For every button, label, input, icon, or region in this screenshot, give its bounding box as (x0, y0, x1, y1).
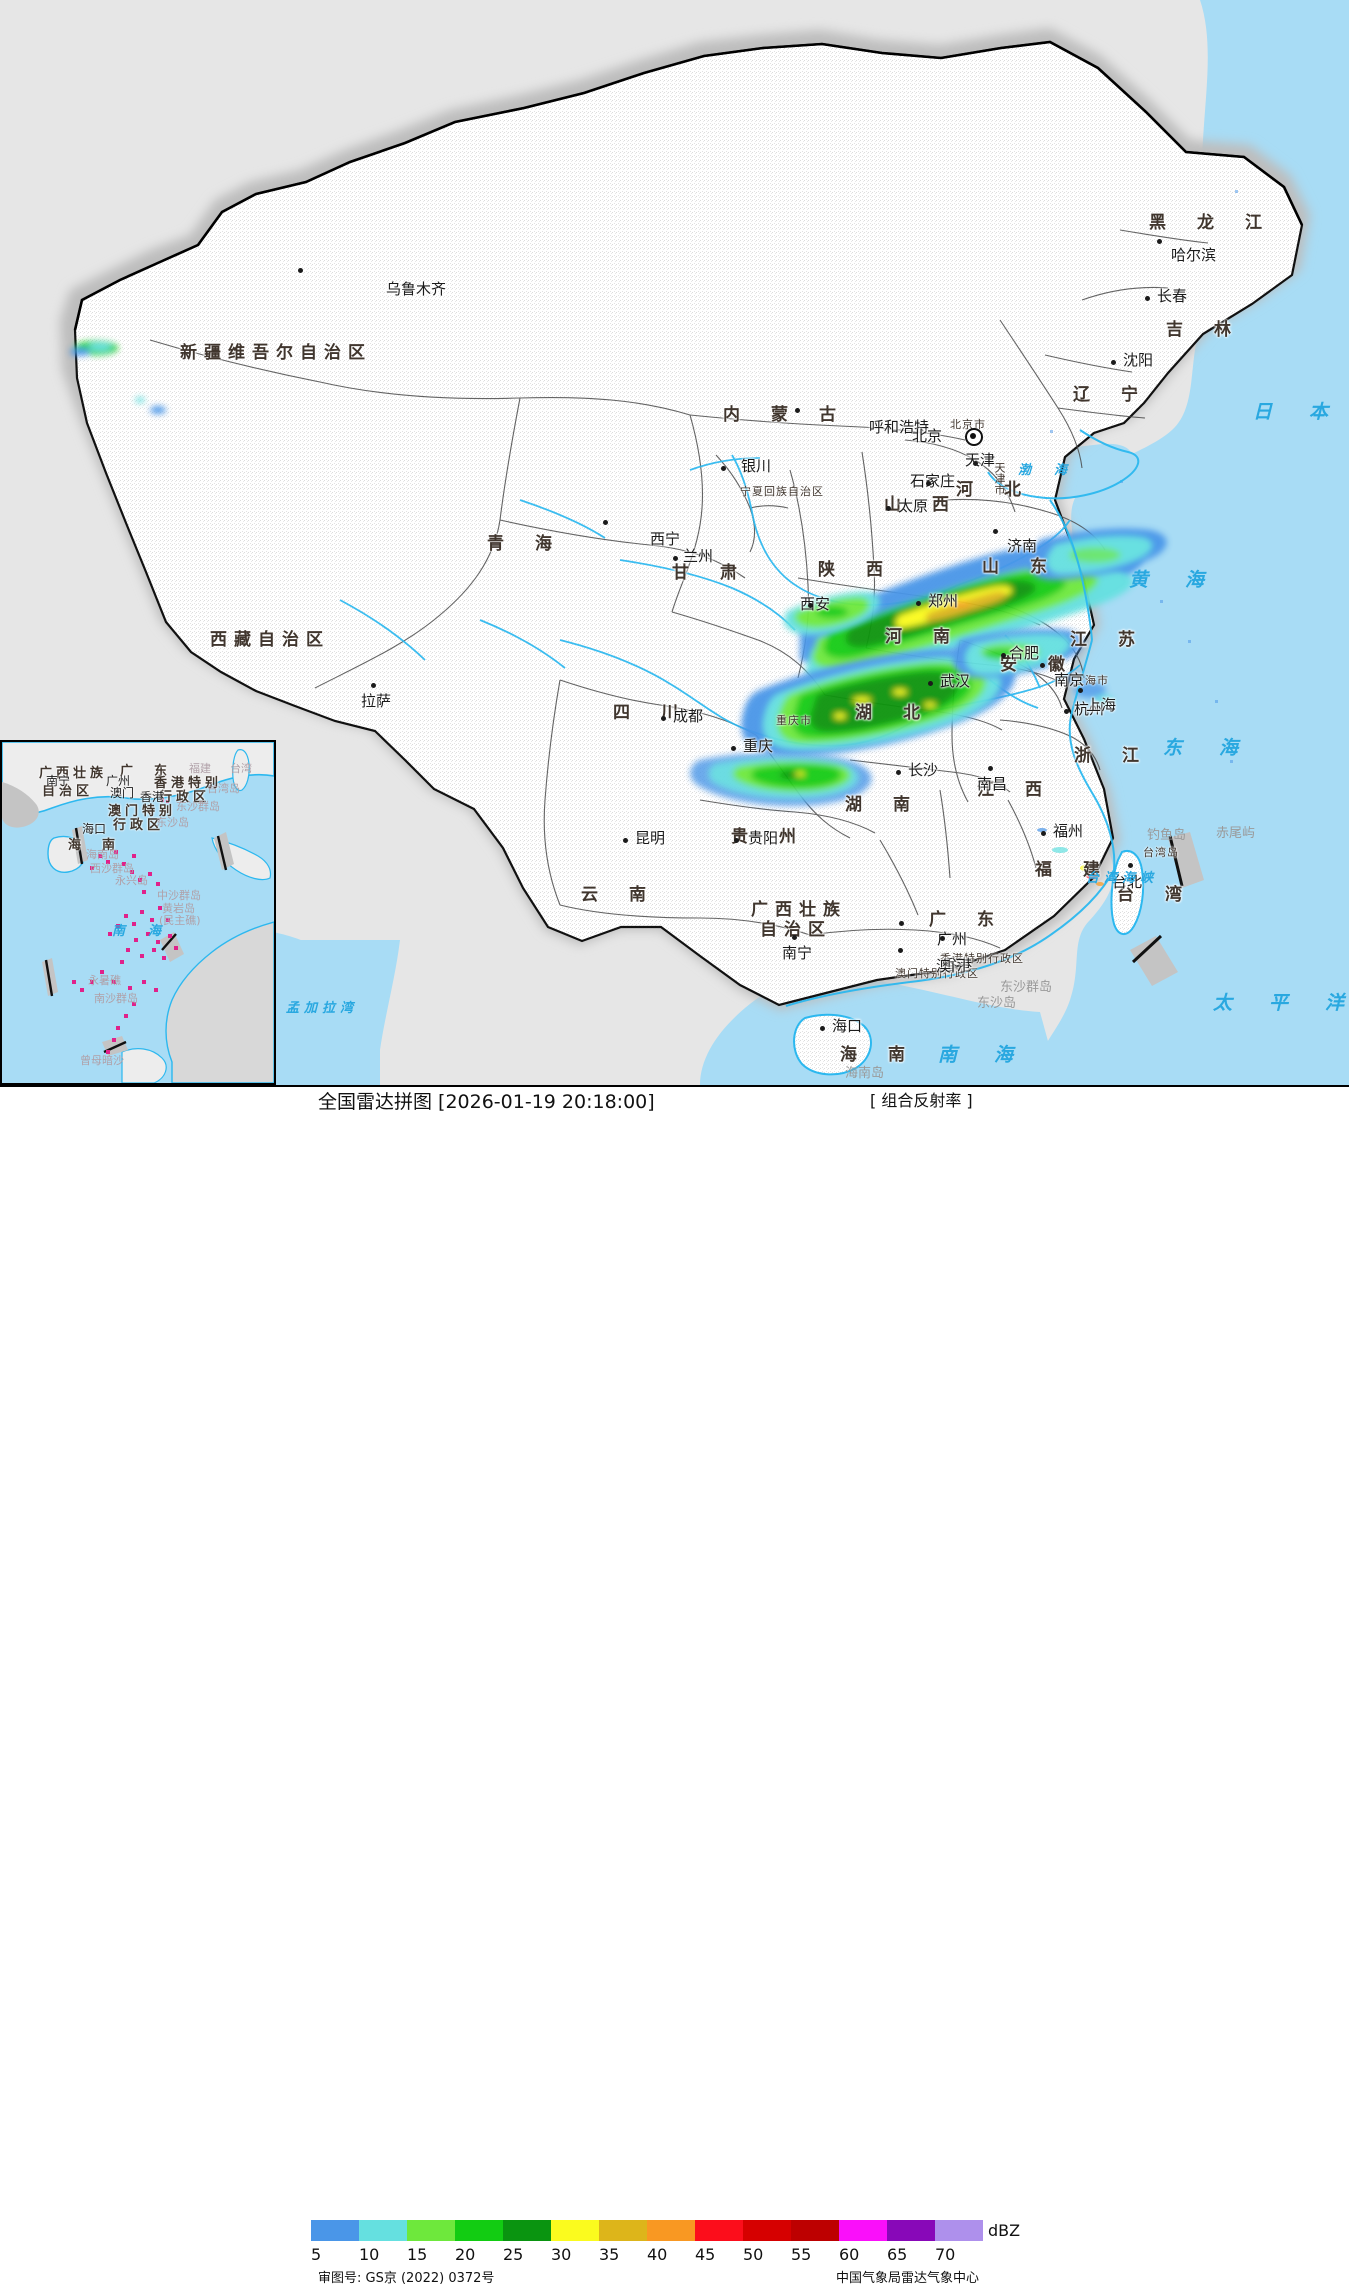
city-marker-21 (1001, 653, 1006, 658)
city-marker-31 (1157, 239, 1162, 244)
legend-tick-55: 55 (791, 2245, 812, 2264)
city-marker-8 (623, 838, 628, 843)
legend-swatch-15[interactable] (407, 2220, 455, 2241)
city-marker-9 (734, 838, 739, 843)
city-marker-26 (886, 506, 891, 511)
city-marker-27 (973, 461, 978, 466)
city-marker-4 (721, 466, 726, 471)
city-marker-32 (1128, 863, 1133, 868)
legend-tick-70: 70 (935, 2245, 956, 2264)
city-marker-19 (1064, 709, 1069, 714)
legend-tick-65: 65 (887, 2245, 908, 2264)
legend-tick-40: 40 (647, 2245, 668, 2264)
radar-title: 全国雷达拼图 [2026-01-19 20:18:00] (318, 1091, 655, 1113)
legend-tick-45: 45 (695, 2245, 716, 2264)
city-marker-0 (298, 268, 303, 273)
legend-tick-50: 50 (743, 2245, 764, 2264)
map-canvas[interactable]: 新疆维吾尔自治区 西藏自治区青 海四 川云 南广西壮族 自治区广 东湖 南湖 北河 … (0, 0, 1349, 1085)
city-marker-5 (795, 408, 800, 413)
city-marker-12 (940, 936, 945, 941)
city-marker-25 (926, 481, 931, 486)
legend-swatch-50[interactable] (743, 2220, 791, 2241)
legend-tick-5: 5 (311, 2245, 322, 2264)
city-marker-22 (916, 601, 921, 606)
legend-swatch-40[interactable] (647, 2220, 695, 2241)
city-marker-10 (792, 935, 797, 940)
legend-swatch-20[interactable] (455, 2220, 503, 2241)
legend-footer: 全国雷达拼图 [2026-01-19 20:18:00] [ 组合反射率 ] d… (0, 1085, 1349, 2286)
dbz-tick-labels: 5 10 15 20 25 30 35 40 45 50 55 60 65 70 (311, 2245, 1011, 2265)
city-marker-13 (898, 948, 903, 953)
legend-tick-10: 10 (359, 2245, 380, 2264)
city-marker-17 (988, 766, 993, 771)
city-marker-2 (603, 520, 608, 525)
city-marker-1 (371, 683, 376, 688)
capital-marker-28 (965, 428, 983, 446)
map-approval-number: 审图号: GS京 (2022) 0372号 (318, 2271, 495, 2286)
legend-swatch-60[interactable] (839, 2220, 887, 2241)
legend-swatch-55[interactable] (791, 2220, 839, 2241)
legend-swatch-65[interactable] (887, 2220, 935, 2241)
city-marker-33 (1078, 688, 1083, 693)
city-marker-14 (820, 1026, 825, 1031)
legend-tick-30: 30 (551, 2245, 572, 2264)
city-marker-3 (673, 556, 678, 561)
dbz-unit-label: dBZ (988, 2221, 1021, 2240)
city-marker-29 (1111, 360, 1116, 365)
south-china-sea-inset-map[interactable]: 广西壮族 自治区广 东福建 台湾 南宁 广州 香港特别 行政区 台湾岛 澳门 香港 澳门特别 行政区东… (0, 740, 276, 1085)
legend-swatch-25[interactable] (503, 2220, 551, 2241)
city-marker-23 (808, 603, 813, 608)
legend-swatch-5[interactable] (311, 2220, 359, 2241)
legend-swatch-45[interactable] (695, 2220, 743, 2241)
inset-map-svg (2, 742, 274, 1083)
legend-tick-35: 35 (599, 2245, 620, 2264)
issuing-agency: 中国气象局雷达气象中心 (836, 2271, 980, 2286)
city-marker-18 (1041, 831, 1046, 836)
city-marker-24 (993, 529, 998, 534)
city-marker-20 (1040, 663, 1045, 668)
city-marker-16 (928, 681, 933, 686)
legend-tick-20: 20 (455, 2245, 476, 2264)
legend-tick-15: 15 (407, 2245, 428, 2264)
dbz-colorbar[interactable] (311, 2220, 983, 2241)
legend-swatch-70[interactable] (935, 2220, 983, 2241)
china-map-svg (0, 0, 1349, 1085)
legend-swatch-35[interactable] (599, 2220, 647, 2241)
product-type-label: [ 组合反射率 ] (870, 1091, 973, 1110)
legend-tick-25: 25 (503, 2245, 524, 2264)
city-marker-11 (899, 921, 904, 926)
legend-tick-60: 60 (839, 2245, 860, 2264)
city-marker-7 (731, 746, 736, 751)
city-marker-15 (896, 770, 901, 775)
legend-swatch-10[interactable] (359, 2220, 407, 2241)
city-marker-6 (661, 716, 666, 721)
city-marker-30 (1145, 296, 1150, 301)
legend-swatch-30[interactable] (551, 2220, 599, 2241)
